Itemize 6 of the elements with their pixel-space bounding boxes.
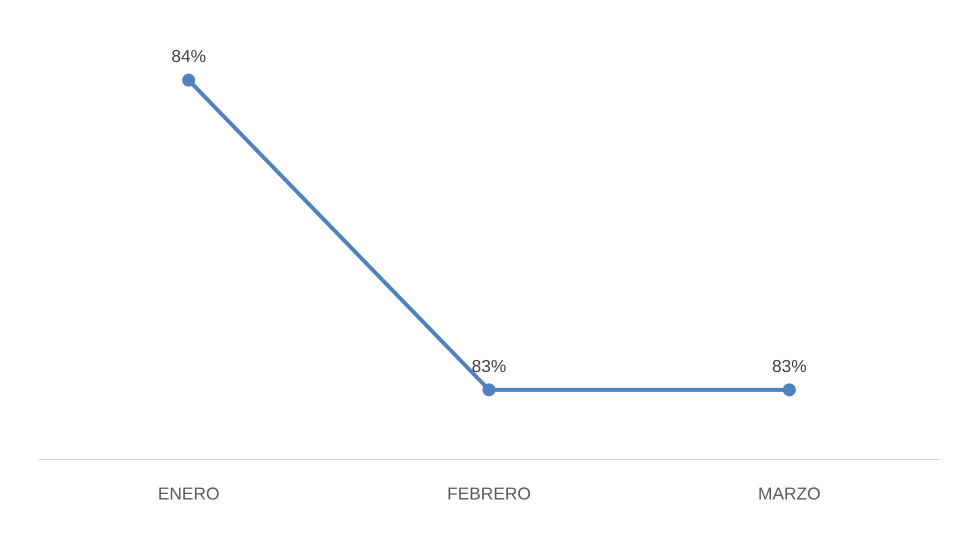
data-label: 84%: [171, 46, 206, 66]
data-label: 83%: [772, 356, 807, 376]
x-tick-label: ENERO: [158, 484, 220, 504]
x-tick-label: MARZO: [758, 484, 821, 504]
x-tick-label: FEBRERO: [447, 484, 531, 504]
data-label: 83%: [472, 356, 506, 376]
